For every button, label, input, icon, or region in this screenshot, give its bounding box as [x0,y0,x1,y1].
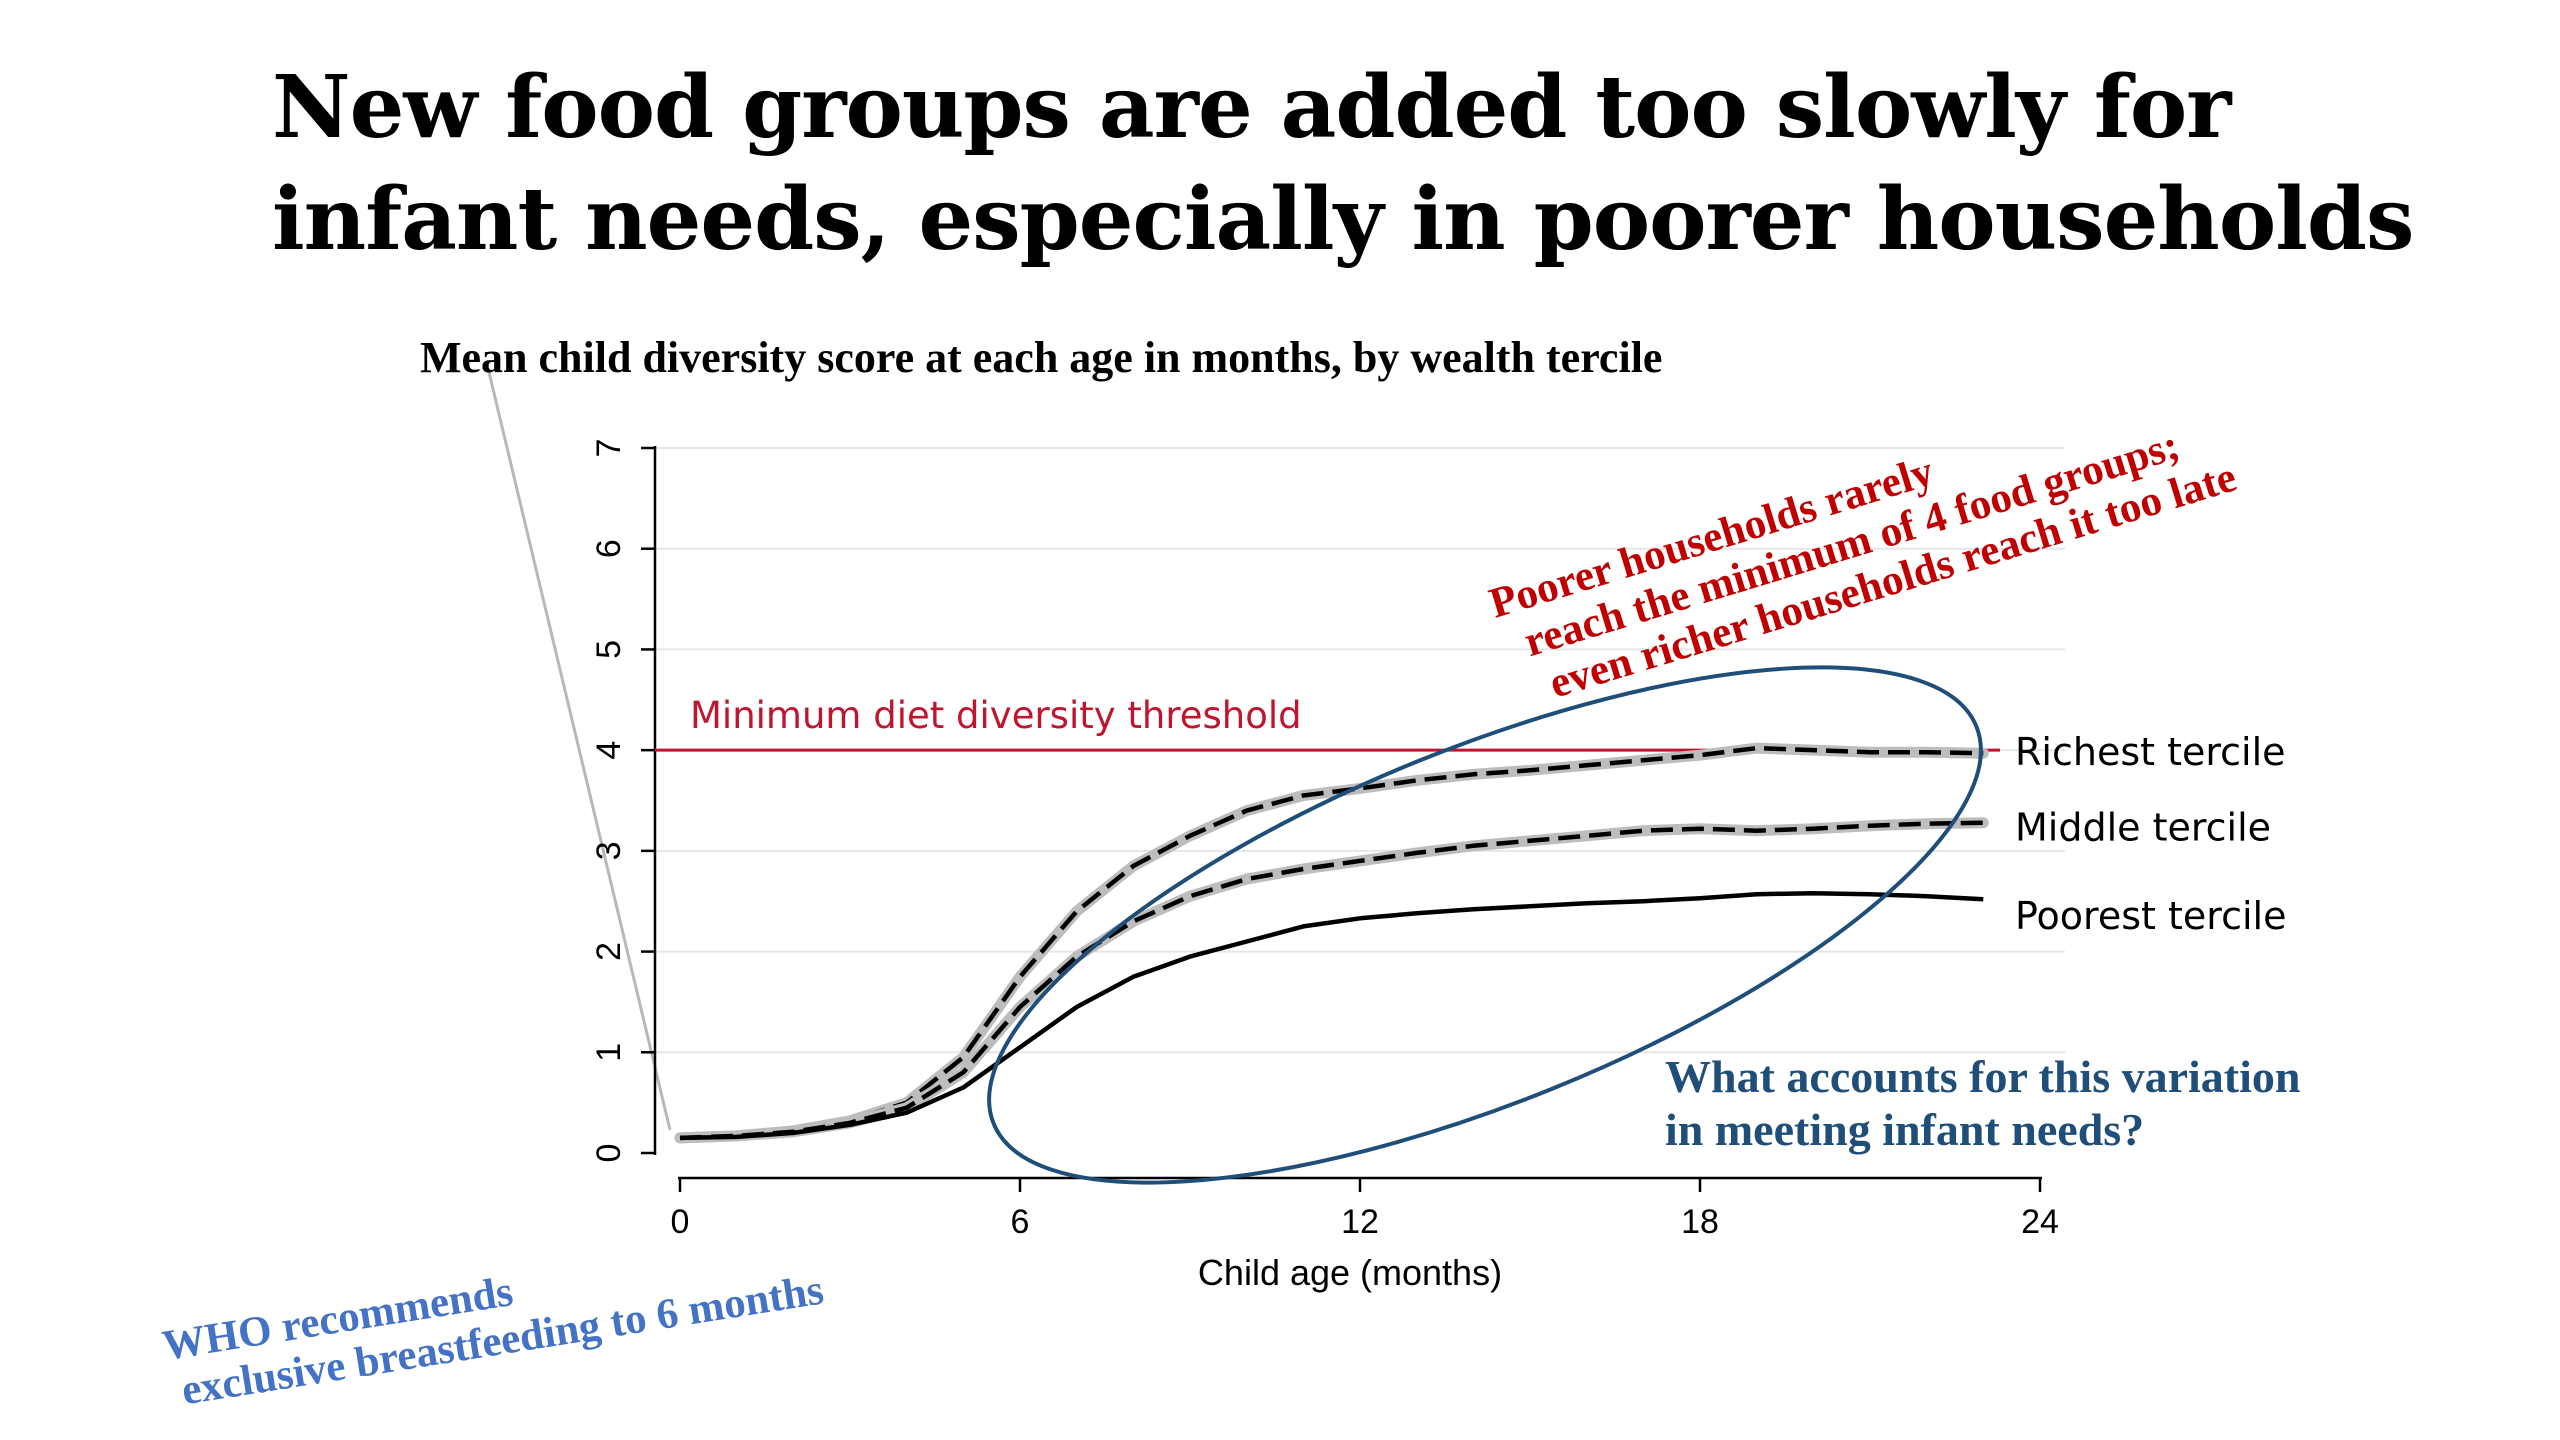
y-tick-label-3: 3 [590,841,628,860]
series-line-middle-tercile [679,820,1984,1141]
who-annotation: WHO recommends exclusive breastfeeding t… [159,1266,827,1414]
variation-question: What accounts for this variation in meet… [1665,1051,2301,1155]
chart-title: Mean child diversity score at each age i… [420,333,1662,382]
slide-title-line-1: New food groups are added too slowly for [272,57,2232,158]
slide-title-line-2: infant needs, especially in poorer house… [272,169,2414,270]
x-tick-label-12: 12 [1341,1203,1379,1241]
callout-line [486,367,672,1131]
series-line-poorest-tercile [679,890,1984,1141]
y-tick-label-6: 6 [590,539,628,558]
y-tick-label-1: 1 [590,1043,628,1062]
series-label-middle-tercile: Middle tercile [2015,806,2271,850]
series-labels: Richest tercile Middle tercile Poorest ter… [2015,730,2286,938]
x-tick-label-6: 6 [1011,1203,1030,1241]
series-label-richest-tercile: Richest tercile [2015,730,2286,774]
x-tick-label-18: 18 [1681,1203,1719,1241]
threshold-label: Minimum diet diversity threshold [690,694,1302,737]
x-axis-label: Child age (months) [1198,1252,1502,1293]
series-label-poorest-tercile: Poorest tercile [2015,894,2286,938]
highlight-ellipse [987,665,1983,1185]
series-lines [674,742,1989,1144]
y-tick-label-7: 7 [590,439,628,458]
question-line-1: What accounts for this variation [1665,1051,2301,1102]
y-tick-label-0: 0 [590,1144,628,1163]
y-tick-label-2: 2 [590,942,628,961]
question-line-2: in meeting infant needs? [1665,1104,2144,1155]
x-tick-label-24: 24 [2021,1203,2059,1241]
slide-title: New food groups are added too slowly for… [272,52,2512,276]
x-tick-label-0: 0 [671,1203,690,1241]
poorer-households-annotation: Poorer households rarely reach the minim… [1484,422,2242,708]
y-tick-label-5: 5 [590,640,628,659]
y-tick-label-4: 4 [590,741,628,760]
y-tick-labels: 0 1 2 3 4 5 6 7 [590,439,655,1163]
x-tick-labels: 0 6 12 18 24 [671,1178,2059,1241]
